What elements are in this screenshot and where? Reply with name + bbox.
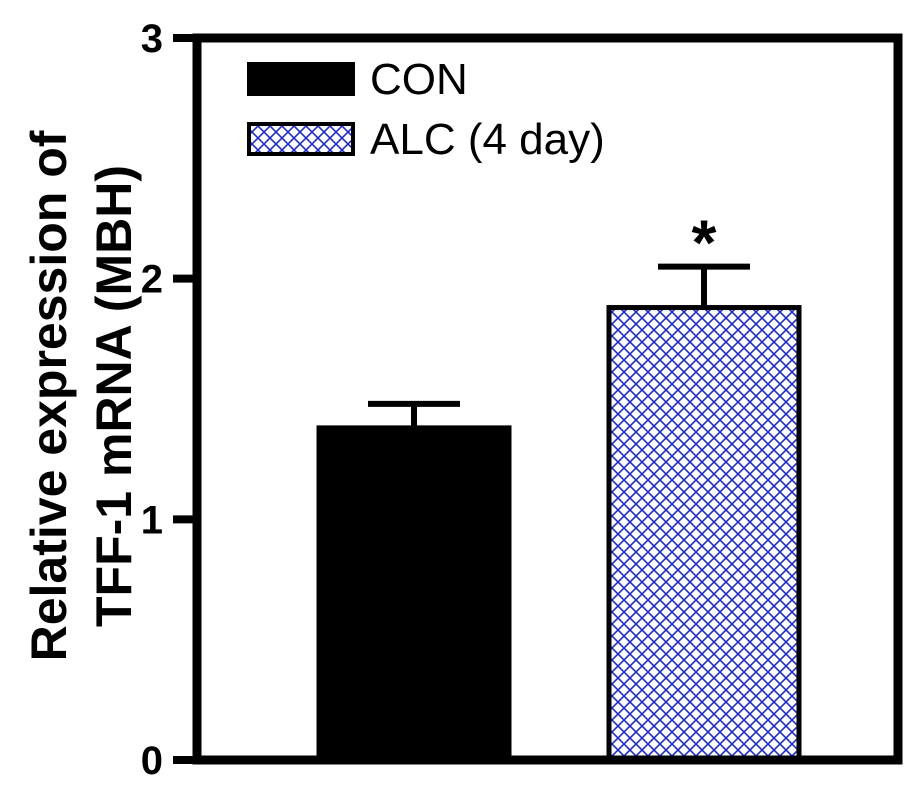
y-tick-labels: 0 1 2 3 bbox=[141, 17, 163, 783]
legend-label-con: CON bbox=[370, 55, 468, 104]
y-tick-label: 1 bbox=[141, 498, 163, 542]
y-axis-label: Relative expression of TFF-1 mRNA (MBH) bbox=[21, 130, 142, 661]
bar-con bbox=[316, 425, 512, 763]
y-tick-label: 2 bbox=[141, 258, 163, 302]
bar-alc bbox=[606, 305, 802, 763]
bars: * bbox=[316, 207, 802, 763]
legend-swatch-alc bbox=[247, 122, 355, 156]
y-axis-label-line-1: Relative expression of bbox=[21, 130, 77, 661]
y-axis-label-line-2: TFF-1 mRNA (MBH) bbox=[86, 165, 142, 627]
legend-label-alc: ALC (4 day) bbox=[370, 115, 605, 164]
plot-frame bbox=[192, 33, 903, 765]
y-tick-label: 0 bbox=[141, 739, 163, 783]
legend: CON ALC (4 day) bbox=[247, 55, 605, 164]
legend-swatch-con bbox=[247, 62, 355, 96]
y-tick-label: 3 bbox=[141, 17, 163, 61]
significance-marker: * bbox=[692, 207, 717, 279]
